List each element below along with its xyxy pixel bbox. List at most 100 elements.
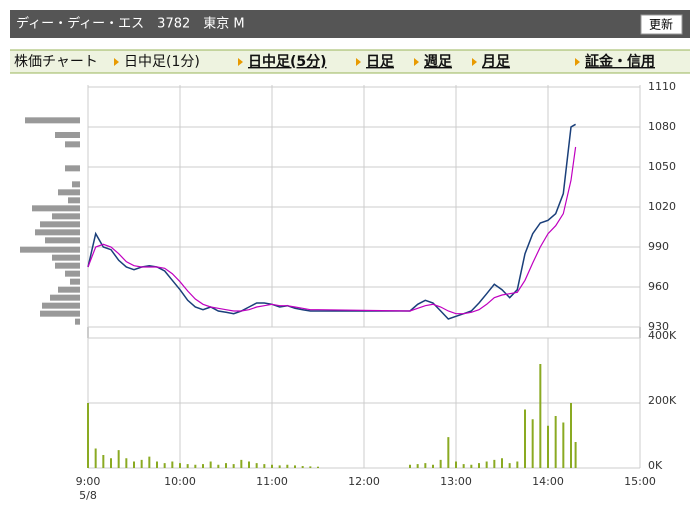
date-label: 5/8 <box>79 489 97 502</box>
x-tick-label: 15:00 <box>624 475 656 488</box>
volume-bar <box>179 463 181 468</box>
volume-bar <box>194 464 197 468</box>
volume-bar <box>547 425 549 468</box>
price-volume-bar <box>68 197 80 204</box>
volume-bar <box>102 455 105 468</box>
tab[interactable]: 日中足(5分) <box>248 53 327 70</box>
price-volume-bar <box>55 132 80 138</box>
price-line <box>87 123 576 320</box>
y2-tick-label: 200K <box>648 394 677 407</box>
volume-bar <box>455 461 457 468</box>
volume-bar <box>539 364 542 468</box>
price-volume-bar <box>65 270 80 277</box>
refresh-button-label[interactable]: 更新 <box>649 17 673 32</box>
volume-bar <box>574 442 577 468</box>
volume-bar <box>209 461 212 468</box>
price-volume-bar <box>52 254 80 261</box>
volume-bar <box>570 403 572 468</box>
refresh-button[interactable] <box>640 14 683 35</box>
volume-bar <box>217 464 220 468</box>
volume-bar <box>248 461 250 468</box>
price-volume-bar <box>52 213 80 220</box>
volume-bar <box>462 464 465 468</box>
volume-bar <box>439 459 442 468</box>
volume-bar <box>125 458 128 468</box>
y-tick-label: 930 <box>648 320 669 333</box>
price-volume-bar <box>25 117 80 124</box>
tab[interactable]: 月足 <box>481 54 511 70</box>
price-volume-bar <box>42 302 80 309</box>
volume-bar <box>240 459 243 468</box>
price-volume-bar <box>65 141 80 148</box>
tab-arrow <box>114 58 119 66</box>
volume-bar <box>554 416 557 468</box>
tab-arrow <box>575 58 580 66</box>
volume-bar <box>424 463 427 468</box>
tab-arrow <box>414 58 419 66</box>
volume-bar <box>117 450 120 468</box>
volume-bar <box>186 464 189 468</box>
volume-bar <box>286 464 289 468</box>
price-volume-bar <box>40 221 80 228</box>
volume-bar <box>432 464 434 468</box>
tab[interactable]: 日中足(1分) <box>124 54 200 70</box>
volume-bar <box>255 463 258 468</box>
price-volume-bar <box>35 229 80 236</box>
header-title: ディー・ディー・エス 3782 東京 M <box>16 16 245 32</box>
price-volume-bar <box>72 181 80 188</box>
volume-bar <box>232 464 235 468</box>
tab[interactable]: 週足 <box>424 54 453 70</box>
price-line <box>87 146 577 315</box>
x-tick-label: 10:00 <box>164 475 196 488</box>
volume-bar <box>516 461 519 468</box>
volume-bar <box>493 459 496 468</box>
volume-bar <box>531 419 534 468</box>
price-volume-bar <box>58 189 80 196</box>
y-tick-label: 1020 <box>648 200 676 213</box>
volume-bar <box>447 437 450 468</box>
volume-bar <box>278 465 281 468</box>
x-tick-label: 13:00 <box>440 475 472 488</box>
volume-bar <box>225 463 227 468</box>
price-volume-bar <box>75 318 80 325</box>
volume-bar <box>94 448 97 468</box>
volume-bar <box>470 464 473 468</box>
price-volume-bar <box>70 278 80 285</box>
price-volume-bar <box>40 310 80 317</box>
volume-bar <box>271 464 273 468</box>
volume-bar <box>562 422 565 468</box>
volume-bar <box>409 464 411 468</box>
tab[interactable]: 日足 <box>366 54 395 70</box>
volume-bar <box>110 458 112 468</box>
price-volume-bar <box>55 262 80 269</box>
x-tick-label: 11:00 <box>256 475 288 488</box>
volume-bar <box>156 461 158 468</box>
volume-bar <box>163 463 166 468</box>
tab-bar <box>10 50 690 73</box>
y-tick-label: 990 <box>648 240 669 253</box>
volume-bar <box>501 458 503 468</box>
x-tick-label: 14:00 <box>532 475 564 488</box>
volume-bar <box>485 461 488 468</box>
tab-arrow <box>356 58 361 66</box>
volume-bar <box>478 463 480 468</box>
volume-bar <box>171 461 174 468</box>
volume-bar <box>309 466 312 468</box>
volume-bar <box>87 403 89 468</box>
y-tick-label: 1080 <box>648 120 676 133</box>
price-volume-bar <box>50 294 80 301</box>
volume-bar <box>133 461 135 468</box>
price-volume-bar <box>32 205 80 212</box>
tab-arrow <box>472 58 477 66</box>
price-volume-bar <box>65 165 80 172</box>
x-tick-label: 9:00 <box>76 475 101 488</box>
header-bar <box>10 10 690 38</box>
y-tick-label: 960 <box>648 280 669 293</box>
volume-bar <box>508 463 511 468</box>
y2-tick-label: 0K <box>648 459 663 472</box>
tab[interactable]: 証金・信用 <box>585 53 655 70</box>
price-volume-bar <box>20 246 80 253</box>
volume-bar <box>148 456 151 468</box>
